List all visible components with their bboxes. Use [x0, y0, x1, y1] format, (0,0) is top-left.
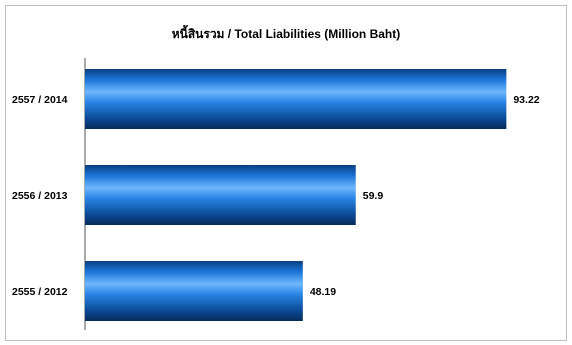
category-label: 2557 / 2014 — [12, 94, 68, 106]
chart-title: หนี้สินรวม / Total Liabilities (Million … — [172, 24, 401, 41]
bar — [85, 69, 507, 129]
value-label: 59.9 — [363, 190, 384, 202]
bar — [85, 165, 356, 225]
category-label: 2556 / 2013 — [12, 190, 68, 202]
category-label: 2555 / 2012 — [12, 286, 68, 298]
bars-group: 2557 / 2014 93.22 2556 / 2013 59.9 2555 / 20… — [12, 69, 540, 321]
bar — [85, 261, 303, 321]
value-label: 48.19 — [310, 286, 336, 298]
value-label: 93.22 — [513, 94, 539, 106]
